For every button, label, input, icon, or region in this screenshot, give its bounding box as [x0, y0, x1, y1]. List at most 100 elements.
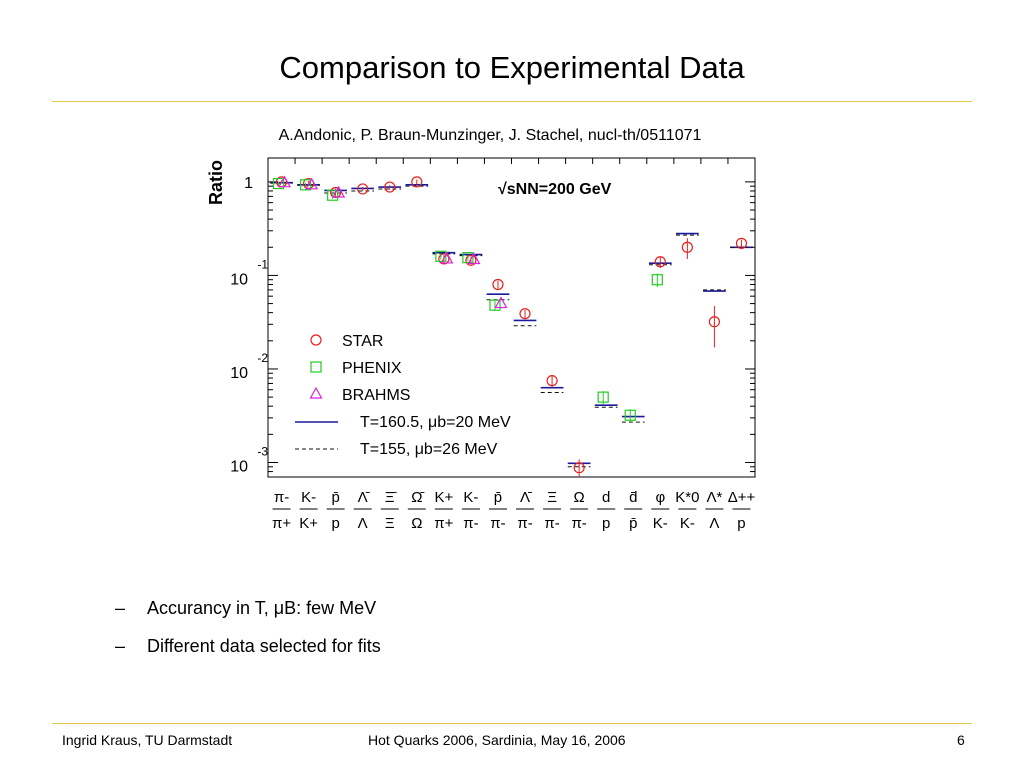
data-point: [489, 299, 501, 311]
category-label: d̄ p̄: [624, 489, 643, 532]
category-denominator: π-: [571, 515, 586, 532]
category-label: K- K+: [299, 489, 318, 532]
bullet-list: – Accurancy in T, μB: few MeV – Differen…: [115, 597, 381, 673]
legend-label: BRAHMS: [342, 387, 410, 404]
y-tick-label: 10 -3: [230, 445, 268, 476]
legend-marker: [310, 361, 322, 373]
category-label: K+ π+: [434, 489, 453, 532]
category-denominator: Λ: [709, 515, 719, 532]
category-label: Ω̄ Ω: [407, 489, 426, 532]
footer-divider: [52, 723, 972, 724]
data-point: [492, 278, 504, 291]
legend-marker: [309, 386, 323, 399]
y-tick-exponent: -1: [257, 257, 268, 271]
category-denominator: π-: [490, 515, 505, 532]
series-brahms: [278, 175, 508, 309]
data-point: [332, 185, 346, 198]
title-divider: [52, 101, 972, 102]
data-point: [272, 177, 285, 190]
footer-event: Hot Quarks 2006, Sardinia, May 16, 2006: [368, 732, 626, 748]
category-numerator: d̄: [629, 489, 637, 506]
data-point: [411, 176, 423, 188]
category-denominator: Ω: [411, 515, 422, 532]
y-tick-exponent: -3: [257, 445, 268, 459]
data-point: [735, 237, 748, 249]
category-numerator: Λ̄: [520, 489, 532, 506]
legend-label: T=160.5, μb=20 MeV: [360, 414, 511, 431]
data-point: [327, 189, 339, 201]
data-point: [573, 462, 585, 474]
bullet-dash: –: [115, 598, 126, 618]
category-numerator: Ξ: [547, 489, 557, 506]
category-numerator: Ω: [574, 489, 585, 506]
category-denominator: Ξ: [385, 515, 395, 532]
category-denominator: p: [331, 515, 339, 532]
energy-annotation: √sNN=200 GeV: [498, 181, 612, 198]
footer-author: Ingrid Kraus, TU Darmstadt: [62, 732, 233, 748]
category-label: dp: [597, 489, 616, 532]
data-point: [681, 241, 693, 253]
legend-label: PHENIX: [342, 360, 402, 377]
y-tick-base: 1: [244, 175, 253, 192]
category-denominator: π-: [463, 515, 478, 532]
data-point: [278, 175, 292, 188]
category-numerator: π-: [274, 489, 289, 506]
bullet-item: – Accurancy in T, μB: few MeV: [115, 597, 381, 619]
plot-frame: [267, 157, 756, 478]
category-numerator: Ω̄: [411, 489, 424, 506]
category-label: p̄ π-: [488, 489, 507, 532]
y-tick-label: 10 -1: [230, 257, 268, 288]
category-label: Ξ̄ Ξ: [380, 489, 399, 532]
data-point: [384, 181, 396, 193]
legend-label: T=155, μb=26 MeV: [360, 441, 498, 458]
category-denominator: p: [602, 515, 610, 532]
category-label: p̄ p: [326, 489, 345, 532]
category-numerator: Λ̄: [358, 489, 370, 506]
category-numerator: d: [602, 489, 610, 506]
data-point: [651, 274, 663, 286]
data-point: [435, 250, 447, 262]
chart-legend: STAR PHENIX BRAHMS T=160.5, μb=20 MeV T=155,…: [295, 333, 511, 458]
category-numerator: p̄: [331, 489, 339, 506]
data-point: [467, 252, 481, 265]
category-label: Ξπ-: [543, 489, 562, 532]
category-numerator: K+: [434, 489, 453, 506]
category-denominator: Λ: [358, 515, 368, 532]
category-denominator: K-: [680, 515, 695, 532]
bullet-dash: –: [115, 636, 126, 656]
category-denominator: π+: [272, 515, 291, 532]
category-label: φ K-: [651, 489, 670, 532]
page-number: 6: [957, 732, 965, 748]
y-tick-label: 1: [244, 175, 253, 192]
x-categories: π-π+K-K+p̄pΛ̄ΛΞ̄ΞΩ̄ΩK+π+K-π-p̄π-Λ̄π-Ξπ-Ω…: [272, 489, 756, 532]
data-point: [494, 296, 508, 309]
category-label: K-π-: [461, 489, 480, 532]
legend-label: STAR: [342, 333, 383, 350]
category-numerator: K-: [301, 489, 316, 506]
category-label: Ωπ-: [570, 489, 589, 532]
category-numerator: Λ*: [706, 489, 722, 506]
y-tick-base: 10: [230, 459, 248, 476]
y-tick-exponent: -2: [257, 351, 268, 365]
category-numerator: K*0: [675, 489, 699, 506]
bullet-text: Accurancy in T, μB: few MeV: [147, 598, 377, 618]
y-tick-base: 10: [230, 365, 248, 382]
category-numerator: Ξ̄: [385, 489, 397, 506]
category-denominator: K+: [299, 515, 318, 532]
ratio-chart: 1 10 -1 10 -2 10 -3 Ratio √sNN=200 GeV STAR PHENIX…: [206, 157, 756, 532]
data-point: [440, 251, 454, 264]
fit-lines: [270, 181, 753, 468]
category-label: π-π+: [272, 489, 291, 532]
data-point: [299, 179, 312, 191]
bullet-text: Different data selected for fits: [147, 636, 381, 656]
data-point: [465, 254, 477, 266]
data-point: [357, 183, 369, 195]
category-numerator: K-: [463, 489, 478, 506]
category-numerator: p̄: [494, 489, 502, 506]
data-point: [546, 375, 558, 387]
category-label: Δ++ p: [728, 489, 756, 532]
data-point: [654, 256, 666, 268]
category-label: K*0 K-: [675, 489, 699, 532]
data-point: [624, 409, 636, 421]
y-axis-label: Ratio: [206, 160, 226, 205]
